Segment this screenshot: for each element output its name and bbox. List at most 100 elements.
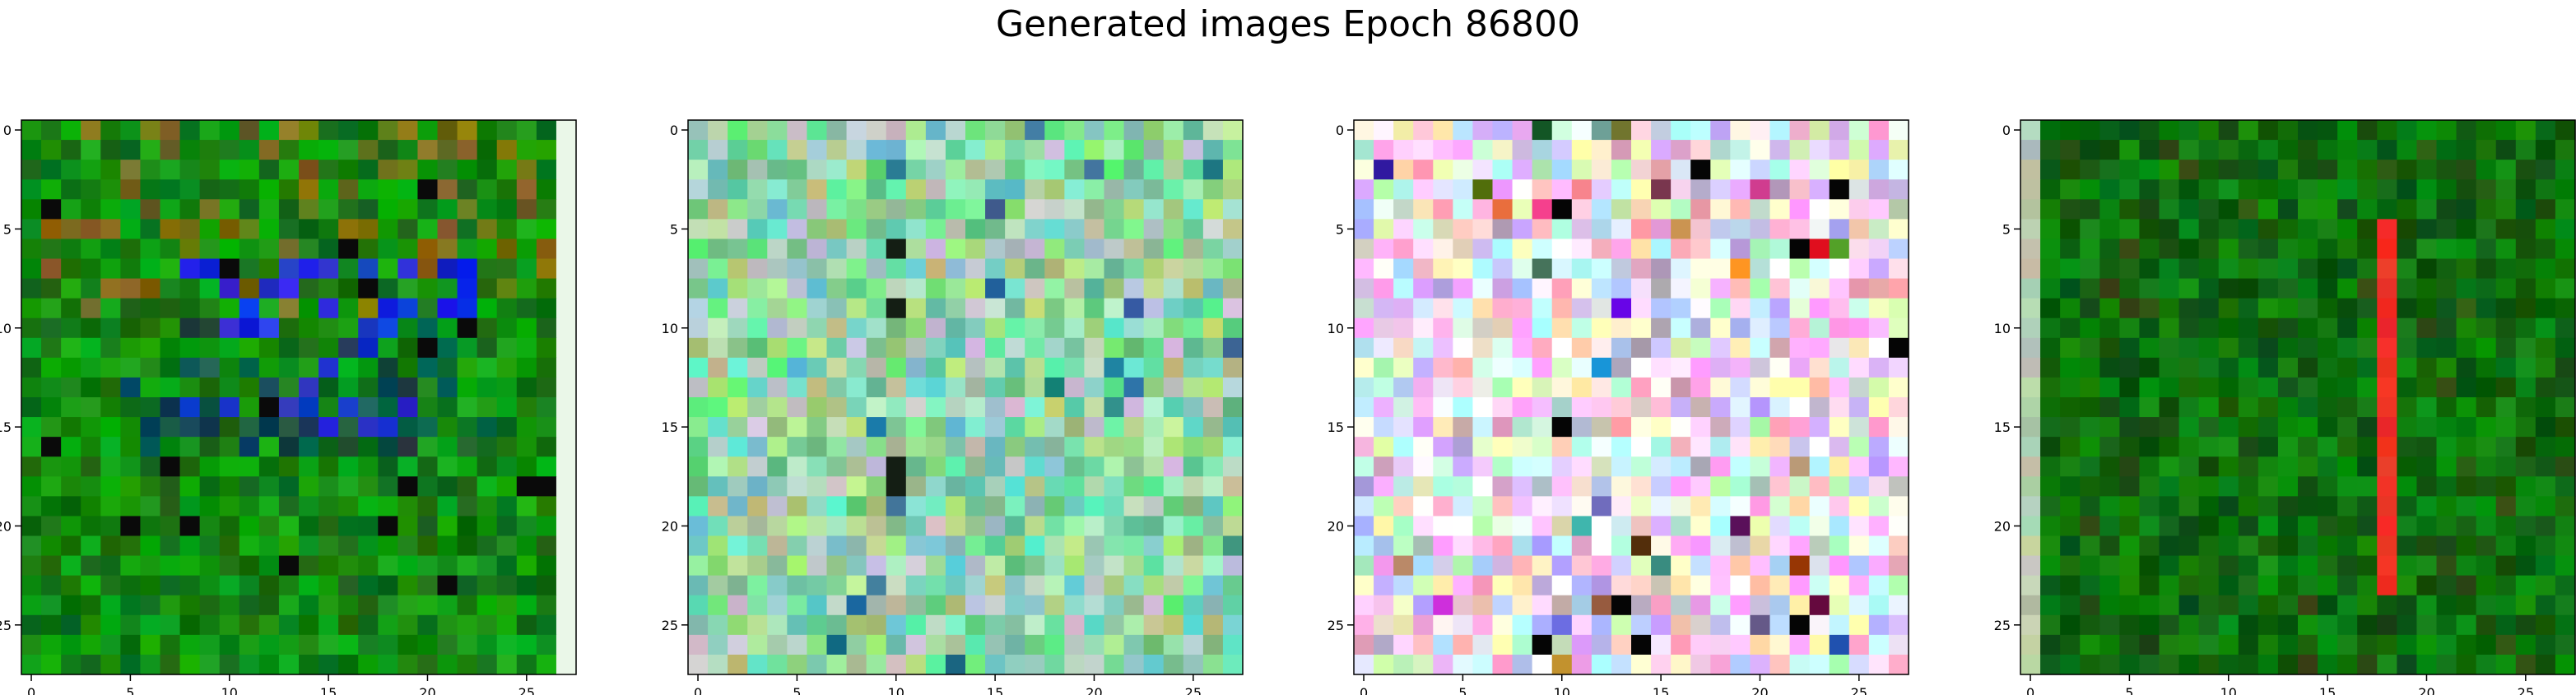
pixel xyxy=(2040,555,2061,577)
pixel xyxy=(1202,199,1224,220)
pixel xyxy=(1354,120,1374,141)
pixel xyxy=(2555,199,2576,220)
pixel xyxy=(728,496,748,517)
pixel xyxy=(2060,575,2081,596)
pixel xyxy=(2257,317,2279,339)
pixel xyxy=(100,575,121,596)
pixel xyxy=(1710,179,1731,200)
pixel xyxy=(747,239,768,260)
pixel xyxy=(140,397,161,418)
pixel xyxy=(2277,377,2299,398)
y-tick-label: 5 xyxy=(2002,221,2011,237)
pixel xyxy=(319,160,339,180)
pixel xyxy=(708,317,728,339)
pixel xyxy=(2416,397,2438,418)
pixel xyxy=(556,120,577,141)
pixel xyxy=(1472,160,1494,180)
pixel xyxy=(1433,219,1453,240)
pixel xyxy=(2436,575,2457,596)
pixel xyxy=(1222,219,1244,240)
pixel xyxy=(219,298,240,319)
pixel xyxy=(2159,258,2180,280)
pixel xyxy=(1453,258,1474,280)
pixel xyxy=(1044,496,1065,517)
pixel xyxy=(2080,397,2100,418)
pixel xyxy=(556,634,577,656)
pixel xyxy=(2099,535,2120,557)
pixel xyxy=(1472,140,1494,160)
pixel xyxy=(1829,278,1850,299)
pixel xyxy=(886,476,907,497)
pixel xyxy=(299,575,319,596)
pixel xyxy=(2476,595,2497,616)
pixel xyxy=(477,614,498,636)
pixel xyxy=(2476,258,2497,280)
pixel xyxy=(1123,397,1145,418)
pixel xyxy=(1848,140,1870,160)
pixel xyxy=(1084,357,1105,378)
pixel xyxy=(2060,654,2081,675)
pixel xyxy=(1868,140,1890,160)
pixel xyxy=(120,258,142,280)
pixel xyxy=(536,219,557,240)
pixel xyxy=(338,377,359,398)
pixel xyxy=(728,634,748,656)
pixel xyxy=(1202,397,1224,418)
pixel xyxy=(358,535,379,557)
pixel xyxy=(2060,476,2081,497)
pixel xyxy=(1829,357,1850,378)
pixel xyxy=(1829,179,1850,200)
pixel xyxy=(688,476,709,497)
pixel xyxy=(2436,199,2457,220)
pixel xyxy=(807,417,828,438)
pixel xyxy=(826,278,848,299)
pixel xyxy=(516,614,537,636)
pixel xyxy=(2099,357,2120,378)
pixel xyxy=(239,476,260,497)
pixel xyxy=(2318,357,2338,378)
pixel xyxy=(536,120,557,141)
pixel xyxy=(1809,278,1830,299)
pixel xyxy=(398,456,419,477)
pixel xyxy=(457,239,478,260)
pixel xyxy=(2397,140,2418,160)
pixel xyxy=(140,377,161,398)
pixel xyxy=(1183,298,1204,319)
pixel xyxy=(398,595,419,616)
pixel xyxy=(846,614,867,636)
pixel xyxy=(2139,239,2160,260)
pixel xyxy=(378,120,398,141)
pixel xyxy=(2060,179,2081,200)
pixel xyxy=(1868,337,1890,359)
pixel xyxy=(1789,317,1811,339)
pixel xyxy=(160,397,181,418)
pixel xyxy=(1769,437,1791,457)
pixel xyxy=(1413,179,1434,200)
pixel xyxy=(120,199,142,220)
pixel xyxy=(338,120,359,141)
pixel xyxy=(100,377,121,398)
pixel xyxy=(807,535,828,557)
pixel xyxy=(905,634,927,656)
pixel xyxy=(417,357,439,378)
pixel xyxy=(1453,357,1474,378)
pixel xyxy=(2040,437,2061,457)
pixel xyxy=(100,120,121,141)
pixel xyxy=(688,535,709,557)
pixel xyxy=(536,614,557,636)
pixel xyxy=(417,219,439,240)
pixel xyxy=(1591,199,1612,220)
pixel xyxy=(1492,258,1514,280)
pixel xyxy=(2198,654,2220,675)
pixel xyxy=(239,357,260,378)
pixel xyxy=(1829,337,1850,359)
pixel xyxy=(787,258,808,280)
pixel xyxy=(21,456,42,477)
pixel xyxy=(457,120,478,141)
pixel xyxy=(258,160,280,180)
pixel xyxy=(1848,516,1870,537)
pixel xyxy=(1123,298,1145,319)
pixel xyxy=(81,535,101,557)
pixel xyxy=(278,456,300,477)
pixel xyxy=(2198,298,2220,319)
